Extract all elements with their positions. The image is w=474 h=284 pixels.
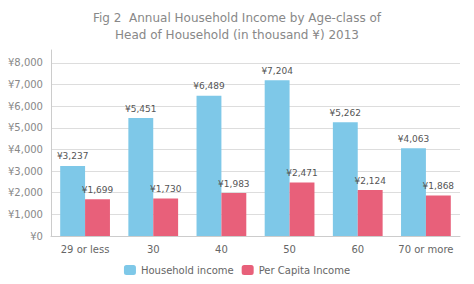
svg-text:¥4,000: ¥4,000 xyxy=(8,144,43,155)
svg-text:¥3,237: ¥3,237 xyxy=(57,151,89,161)
svg-text:¥6,000: ¥6,000 xyxy=(8,101,43,112)
svg-text:¥5,451: ¥5,451 xyxy=(125,104,157,114)
svg-text:70 or more: 70 or more xyxy=(398,244,453,255)
svg-text:¥7,204: ¥7,204 xyxy=(261,66,293,76)
svg-text:¥2,000: ¥2,000 xyxy=(8,187,43,198)
svg-text:¥8,000: ¥8,000 xyxy=(8,57,43,68)
svg-text:Per Capita Income: Per Capita Income xyxy=(259,265,350,276)
svg-text:Household income: Household income xyxy=(141,265,234,276)
svg-text:¥2,124: ¥2,124 xyxy=(354,176,386,186)
svg-text:¥7,000: ¥7,000 xyxy=(8,79,43,90)
svg-text:¥0: ¥0 xyxy=(30,231,43,242)
svg-text:¥1,699: ¥1,699 xyxy=(82,185,114,195)
svg-text:Fig 2 Annual Household Income: Fig 2 Annual Household Income by Age-cla… xyxy=(93,11,382,25)
svg-text:¥5,000: ¥5,000 xyxy=(8,122,43,133)
svg-text:¥2,471: ¥2,471 xyxy=(286,168,318,178)
svg-text:¥1,000: ¥1,000 xyxy=(8,209,43,220)
svg-text:¥1,983: ¥1,983 xyxy=(218,179,250,189)
svg-text:Head of Household (in thousand: Head of Household (in thousand ¥) 2013 xyxy=(115,28,359,42)
svg-text:40: 40 xyxy=(215,244,228,255)
svg-text:¥4,063: ¥4,063 xyxy=(398,134,430,144)
svg-text:¥5,262: ¥5,262 xyxy=(330,108,362,118)
svg-text:¥6,489: ¥6,489 xyxy=(193,81,225,91)
svg-text:¥1,730: ¥1,730 xyxy=(150,184,182,194)
svg-text:60: 60 xyxy=(351,244,364,255)
svg-text:¥3,000: ¥3,000 xyxy=(8,166,43,177)
svg-text:50: 50 xyxy=(283,244,296,255)
svg-text:¥1,868: ¥1,868 xyxy=(423,181,455,191)
svg-text:29 or less: 29 or less xyxy=(61,244,110,255)
svg-text:30: 30 xyxy=(147,244,160,255)
